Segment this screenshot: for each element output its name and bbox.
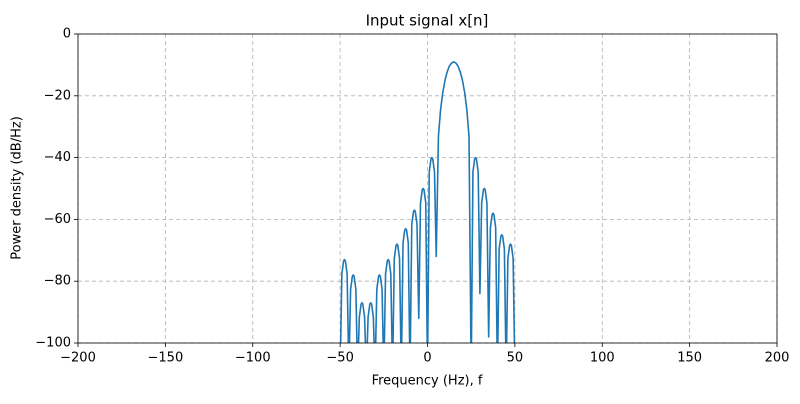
y-tick-label: 0 (63, 27, 71, 42)
x-tick-label: 50 (507, 351, 524, 366)
y-tick-label: −40 (44, 150, 71, 165)
x-tick-label: 200 (765, 351, 790, 366)
plot-area (339, 61, 516, 343)
x-tick-label: −200 (60, 351, 96, 366)
y-tick-label: −20 (44, 88, 71, 103)
y-axis-label: Power density (dB/Hz) (10, 116, 25, 260)
y-tick-label: −60 (44, 212, 71, 227)
y-tick-label: −80 (44, 274, 71, 289)
x-axis-label: Frequency (Hz), f (372, 374, 483, 389)
chart-title: Input signal x[n] (366, 12, 489, 30)
x-tick-label: −100 (235, 351, 271, 366)
x-tick-label: 150 (677, 351, 702, 366)
x-tick-label: −150 (148, 351, 184, 366)
line-series (339, 61, 516, 343)
x-tick-label: 0 (423, 351, 431, 366)
x-tick-label: 100 (590, 351, 615, 366)
y-tick-label: −100 (35, 336, 71, 351)
x-tick-label: −50 (326, 351, 353, 366)
